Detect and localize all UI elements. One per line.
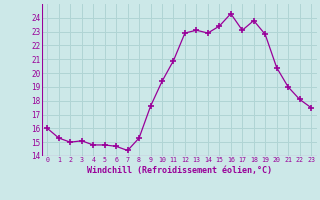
X-axis label: Windchill (Refroidissement éolien,°C): Windchill (Refroidissement éolien,°C) — [87, 166, 272, 175]
